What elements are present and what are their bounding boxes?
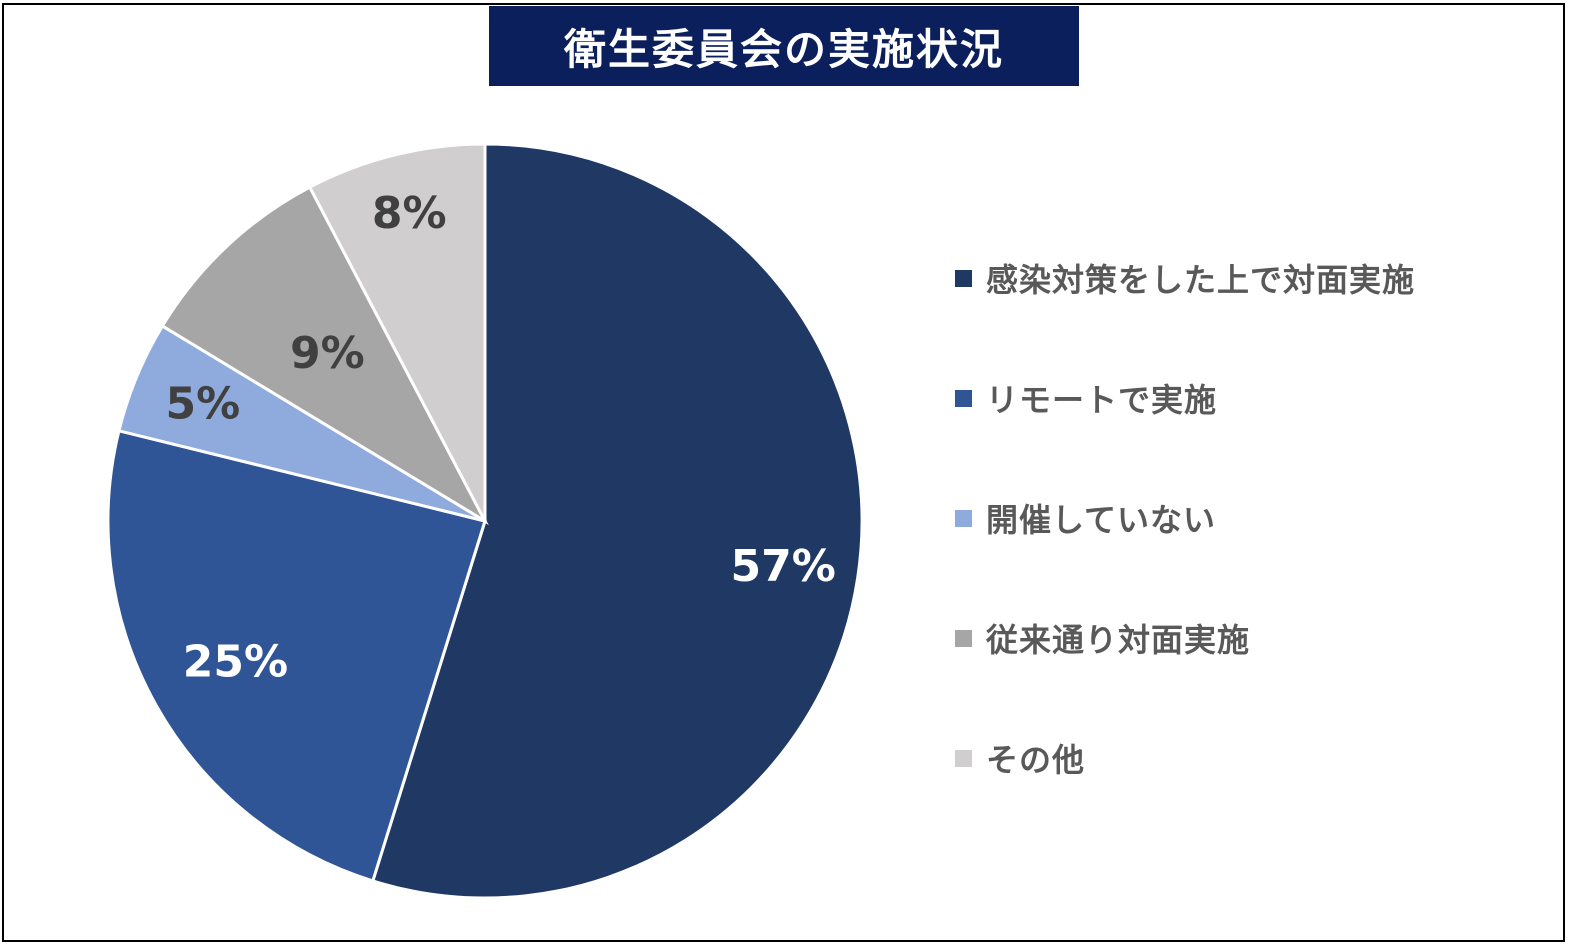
legend-label: その他	[986, 741, 1086, 779]
legend-item-3: 開催していない	[955, 495, 1216, 541]
pie-value-label-1: 57%	[731, 541, 836, 592]
legend-label: リモートで実施	[986, 381, 1218, 419]
pie-slice-1	[370, 142, 864, 900]
legend-label: 従来通り対面実施	[986, 621, 1251, 659]
legend-swatch	[955, 389, 972, 407]
legend-item-2: リモートで実施	[955, 375, 1217, 421]
chart-title: 衛生委員会の実施状況	[489, 6, 1079, 86]
chart-title-text: 衛生委員会の実施状況	[563, 24, 1004, 74]
pie-slice-5	[307, 142, 487, 522]
pie-value-labels: 57% 25% 5% 9% 8%	[166, 188, 836, 687]
legend-item-5: その他	[955, 735, 1085, 781]
pie-value-label-5: 8%	[372, 188, 447, 239]
legend-swatch	[955, 629, 972, 647]
legend-swatch	[955, 509, 972, 527]
legend-swatch	[955, 749, 972, 767]
pie-slice-2	[106, 428, 487, 883]
legend-label: 開催していない	[986, 501, 1217, 539]
pie-value-label-3: 5%	[166, 379, 241, 430]
legend-swatch	[955, 269, 972, 287]
legend-item-1: 感染対策をした上で対面実施	[955, 255, 1415, 301]
pie-slices	[106, 142, 864, 900]
pie-value-label-2: 25%	[183, 636, 288, 687]
pie-slice-4	[160, 185, 489, 526]
pie-value-label-4: 9%	[290, 328, 365, 379]
legend-item-4: 従来通り対面実施	[955, 615, 1250, 661]
legend-label: 感染対策をした上で対面実施	[986, 261, 1416, 299]
